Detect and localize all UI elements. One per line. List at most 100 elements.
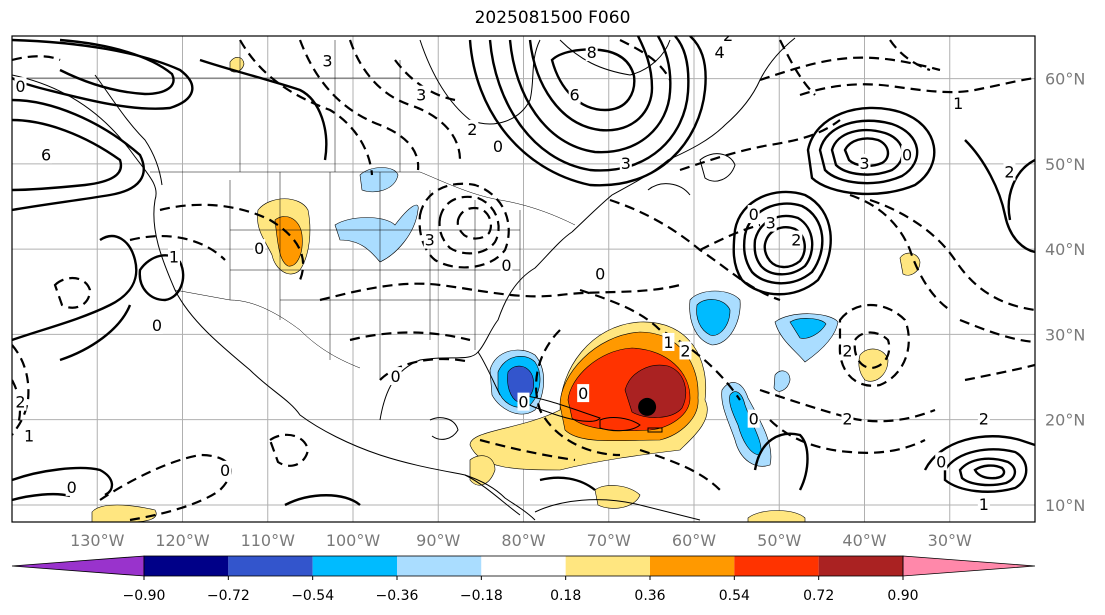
contour-dashed-4 bbox=[394, 59, 456, 102]
contour-label: 0 bbox=[902, 145, 912, 164]
contour-label: 6 bbox=[41, 145, 51, 164]
colorbar-segment bbox=[312, 556, 397, 576]
coast-hispaniola bbox=[599, 417, 641, 432]
coast-newfoundland bbox=[699, 153, 736, 182]
lon-tick-label: 90°W bbox=[416, 531, 460, 550]
negative-contours bbox=[12, 39, 1035, 522]
contour-label: 1 bbox=[169, 248, 179, 267]
coast-east-north-america bbox=[571, 37, 796, 233]
contour-dashed-31 bbox=[639, 448, 721, 491]
colorbar-tick-label: 0.54 bbox=[719, 588, 750, 604]
lon-tick-label: 50°W bbox=[757, 531, 801, 550]
contour-west-coast bbox=[12, 234, 138, 342]
contour-hudson-high-3 bbox=[508, 36, 672, 154]
contour-label-bg bbox=[841, 341, 854, 360]
map-border bbox=[11, 35, 1036, 523]
fill-atlantic-blue-1b bbox=[696, 299, 731, 336]
contour-great-lakes-low-2 bbox=[438, 195, 500, 255]
contour-label: 2 bbox=[842, 341, 852, 360]
contour-hudson-high-1 bbox=[468, 36, 707, 187]
contour-label-bg bbox=[577, 384, 590, 403]
contour-label-bg bbox=[150, 315, 163, 334]
storm-center-marker[interactable] bbox=[638, 397, 657, 416]
lon-tick-label: 80°W bbox=[501, 531, 545, 550]
contour-alaska-high bbox=[12, 38, 194, 110]
contour-label-bg bbox=[594, 264, 607, 283]
colorbar-segment bbox=[144, 556, 229, 576]
contour-dashed-11 bbox=[579, 288, 741, 401]
lat-tick-label: 20°N bbox=[1045, 411, 1085, 430]
contour-label-bg bbox=[167, 247, 180, 266]
lat-tick-label: 40°N bbox=[1045, 240, 1085, 259]
colorbar bbox=[11, 555, 1036, 577]
border-layer bbox=[12, 40, 576, 380]
coast-alaska-panhandle bbox=[94, 74, 163, 186]
contour-label: 2 bbox=[723, 26, 733, 45]
contour-label: 3 bbox=[425, 231, 435, 250]
contour-label: 0 bbox=[501, 256, 511, 275]
contour-label: 0 bbox=[67, 478, 77, 497]
lon-tick-label: 120°W bbox=[155, 531, 210, 550]
contour-label-bg bbox=[935, 452, 948, 471]
border-us-canada bbox=[150, 171, 576, 226]
contour-hudson-high-4 bbox=[528, 36, 654, 132]
fill-rockies-orange bbox=[274, 216, 303, 267]
contour-atlantic-high-4 bbox=[763, 226, 806, 269]
contour-label: 0 bbox=[749, 410, 759, 429]
border-canada-prov bbox=[12, 40, 401, 172]
contour-label-bg bbox=[952, 94, 965, 113]
lon-tick-label: 70°W bbox=[587, 531, 631, 550]
contour-label-bg bbox=[977, 409, 990, 428]
contour-se-high-3 bbox=[958, 457, 1017, 487]
contour-dashed-32 bbox=[12, 55, 61, 62]
contour-label: 2 bbox=[1004, 162, 1014, 181]
contour-label-bg bbox=[858, 153, 871, 172]
contour-label: 1 bbox=[663, 333, 673, 352]
colorbar-tick-label: 0.36 bbox=[634, 588, 665, 604]
latitude-tick-labels: 60°N 50°N 40°N 30°N 20°N 10°N bbox=[1045, 70, 1085, 515]
contour-label-bg bbox=[517, 392, 530, 411]
contour-label-bg bbox=[713, 43, 726, 62]
lat-tick-label: 30°N bbox=[1045, 325, 1085, 344]
contour-label: 0 bbox=[391, 367, 401, 386]
colorbar-segment bbox=[397, 556, 482, 576]
fill-east-yellow-1 bbox=[858, 348, 889, 382]
contour-dashed-13 bbox=[699, 223, 761, 251]
contour-se-high-1 bbox=[923, 435, 1035, 471]
contour-label: 2 bbox=[15, 393, 25, 412]
contour-sw-low bbox=[59, 304, 132, 362]
contour-label: 2 bbox=[791, 231, 801, 250]
contour-east-1 bbox=[964, 139, 1035, 254]
contour-label-bg bbox=[722, 36, 735, 44]
contour-label-bg bbox=[65, 477, 78, 496]
contour-label-bg bbox=[14, 392, 27, 411]
contour-label-bg bbox=[500, 256, 513, 275]
contour-label-bg bbox=[491, 136, 504, 155]
contour-label: 0 bbox=[220, 461, 230, 480]
fill-caribbean-yellow-1 bbox=[469, 455, 496, 486]
colorbar-segment bbox=[481, 556, 566, 576]
contour-dashed-8 bbox=[319, 282, 681, 302]
coast-south-america bbox=[534, 499, 701, 521]
contour-label: 1 bbox=[979, 495, 989, 514]
contour-label: 0 bbox=[15, 77, 25, 96]
contour-label-bg bbox=[415, 85, 428, 104]
contour-atlantic-high-2 bbox=[742, 202, 824, 285]
contour-label: 0 bbox=[936, 452, 946, 471]
contour-dashed-2 bbox=[298, 39, 420, 171]
contour-sw-1 bbox=[12, 466, 114, 497]
contour-label-bg bbox=[841, 409, 854, 428]
colorbar-tick-label: −0.54 bbox=[291, 588, 334, 604]
contour-ne-atlantic-high-2 bbox=[818, 119, 919, 185]
colorbar-tick-labels: −0.90 −0.72 −0.54 −0.36 −0.18 0.18 0.36 0.54 0.7… bbox=[123, 576, 919, 604]
contour-label: 6 bbox=[570, 86, 580, 105]
contour-dashed-23 bbox=[769, 419, 926, 454]
contour-label: 2 bbox=[467, 120, 477, 139]
contour-label: 8 bbox=[587, 43, 597, 62]
contour-label: 3 bbox=[416, 86, 426, 105]
contour-dashed-15 bbox=[679, 119, 841, 172]
contour-label: 4 bbox=[714, 43, 724, 62]
lon-tick-label: 60°W bbox=[672, 531, 716, 550]
coast-florida bbox=[477, 351, 501, 396]
